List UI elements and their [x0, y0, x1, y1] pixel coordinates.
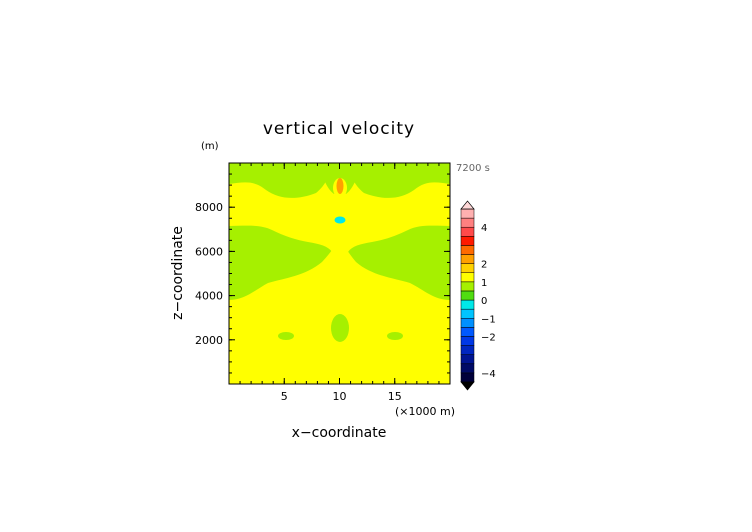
colorbar-swatch — [460, 327, 475, 337]
colorbar-tick-label: −4 — [481, 369, 496, 380]
lower-left-zero-cell — [278, 332, 294, 340]
colorbar-tick-label: −2 — [481, 332, 496, 343]
colorbar-swatch — [460, 308, 475, 319]
colorbar-tick-label: −1 — [481, 314, 496, 325]
colorbar-swatch — [460, 263, 475, 273]
x-axis-title: x−coordinate — [292, 425, 387, 441]
colorbar-swatch — [460, 217, 475, 228]
colorbar-swatch — [460, 354, 475, 365]
downdraft-core — [334, 216, 346, 224]
x-tick-label: 5 — [281, 390, 288, 403]
updraft-core — [336, 178, 344, 194]
colorbar-tick-label: 0 — [481, 296, 487, 307]
x-unit-label: (×1000 m) — [395, 405, 455, 418]
colorbar-swatch — [460, 281, 475, 292]
y-axis-title: z−coordinate — [170, 226, 186, 320]
chart-title: vertical velocity — [263, 119, 415, 139]
colorbar-swatch — [460, 372, 475, 383]
y-tick-label: 2000 — [195, 334, 223, 347]
colorbar-swatch — [460, 299, 475, 310]
colorbar-swatch — [460, 254, 475, 264]
contour-field — [229, 163, 450, 384]
colorbar-swatch — [460, 208, 475, 219]
colorbar-swatch — [460, 336, 475, 346]
colorbar-tick-label: 1 — [481, 278, 487, 289]
colorbar: 4 2 1 0 −1 −2 −4 — [460, 200, 496, 391]
y-tick-label: 4000 — [195, 290, 223, 303]
colorbar-swatch — [460, 272, 475, 283]
time-label: 7200 s — [456, 163, 490, 174]
colorbar-top-extension — [460, 200, 475, 210]
y-unit-label: (m) — [201, 141, 219, 152]
upper-positive-region — [229, 163, 450, 264]
y-tick-label: 6000 — [195, 245, 223, 258]
x-tick-label: 10 — [333, 390, 347, 403]
colorbar-swatch — [460, 363, 475, 374]
lower-center-zero-cell — [331, 314, 349, 342]
colorbar-bottom-extension — [460, 381, 475, 391]
y-tick-label: 8000 — [195, 201, 223, 214]
colorbar-swatch — [460, 236, 475, 246]
colorbar-swatch — [460, 245, 475, 255]
colorbar-tick-label: 2 — [481, 260, 487, 271]
colorbar-swatch — [460, 345, 475, 355]
colorbar-swatch — [460, 290, 475, 301]
top-left-zero-edge — [229, 163, 248, 178]
lower-positive-region — [229, 236, 450, 384]
colorbar-swatch — [460, 318, 475, 328]
x-tick-label: 15 — [388, 390, 402, 403]
axes: 5 10 15 2000 4000 6000 8000 — [195, 163, 450, 403]
lower-right-zero-cell — [387, 332, 403, 340]
colorbar-swatch — [460, 226, 475, 237]
colorbar-tick-label: 4 — [481, 223, 487, 234]
top-right-zero-edge — [432, 163, 450, 178]
